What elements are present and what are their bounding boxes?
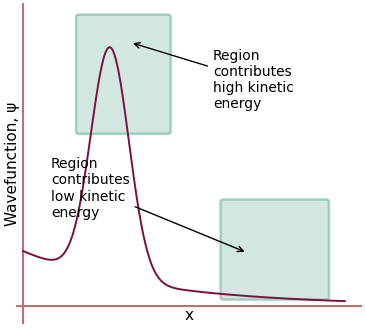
Y-axis label: Wavefunction, ψ: Wavefunction, ψ xyxy=(5,101,20,226)
X-axis label: x: x xyxy=(184,308,193,323)
FancyBboxPatch shape xyxy=(76,15,171,134)
Text: Region
contributes
low kinetic
energy: Region contributes low kinetic energy xyxy=(51,157,243,252)
Text: Region
contributes
high kinetic
energy: Region contributes high kinetic energy xyxy=(134,43,294,111)
FancyBboxPatch shape xyxy=(220,200,329,300)
